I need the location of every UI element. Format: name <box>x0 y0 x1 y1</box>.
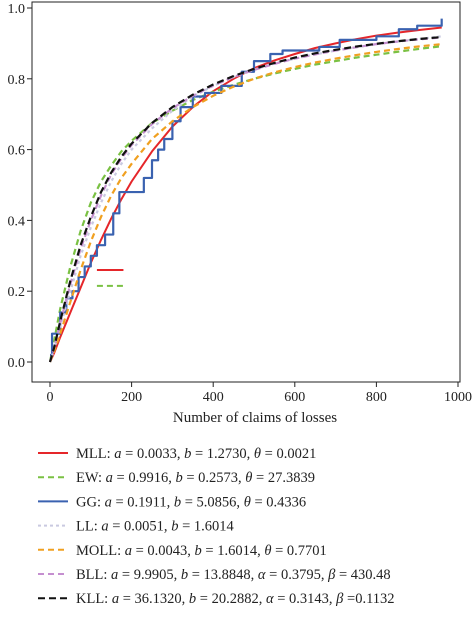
legend-param-value: = 0.2573, <box>183 470 246 486</box>
legend-prefix: GG: <box>76 494 105 510</box>
y-axis: 0.0 0.2 0.4 0.6 0.8 1.0 <box>8 2 32 371</box>
legend-param-value: = 430.48 <box>335 567 390 583</box>
legend-param-value: = 0.4336 <box>251 494 306 510</box>
legend-param-value: = 1.6014, <box>202 543 265 559</box>
legend-param-value: = 0.0021 <box>261 446 316 462</box>
legend-label-mll: MLL: a = 0.0033, b = 1.2730, θ = 0.0021 <box>76 446 316 462</box>
legend-param-value: = 20.2882, <box>196 591 266 607</box>
y-tick-label: 0.4 <box>8 214 26 229</box>
legend-param-symbol: θ <box>264 543 271 559</box>
legend-param-value: =0.1132 <box>343 591 394 607</box>
legend-param-symbol: b <box>181 567 188 583</box>
legend-param-symbol: b <box>195 543 202 559</box>
legend-param-symbol: b <box>171 519 178 535</box>
legend-param-value: = 0.1911, <box>112 494 174 510</box>
legend-param-symbol: α <box>258 567 266 583</box>
legend-param-value: = 0.0043, <box>132 543 195 559</box>
x-tick-label: 200 <box>121 390 142 405</box>
legend: MLL: a = 0.0033, b = 1.2730, θ = 0.0021 E… <box>38 446 395 607</box>
legend-param-value: = 0.7701 <box>271 543 326 559</box>
legend-label-gg: GG: a = 0.1911, b = 5.0856, θ = 0.4336 <box>76 494 306 510</box>
legend-param-value: = 5.0856, <box>181 494 244 510</box>
legend-param-symbol: θ <box>245 470 252 486</box>
legend-param-value: = 1.2730, <box>191 446 254 462</box>
y-tick-label: 0.8 <box>8 73 26 88</box>
y-tick-label: 0.2 <box>8 285 26 300</box>
x-tick-label: 800 <box>366 390 387 405</box>
y-tick-label: 0.6 <box>8 144 26 159</box>
legend-param-symbol: β <box>335 591 344 607</box>
legend-param-symbol: a <box>106 470 113 486</box>
x-axis: 0 200 400 600 800 1000 <box>47 382 472 405</box>
series-line-gg <box>50 18 443 357</box>
legend-param-symbol: a <box>111 567 118 583</box>
legend-param-value: = 9.9905, <box>118 567 181 583</box>
legend-prefix: LL: <box>76 519 101 535</box>
y-tick-label: 1.0 <box>8 2 26 17</box>
y-tick-label: 0.0 <box>8 356 26 371</box>
legend-param-value: = 0.9916, <box>113 470 176 486</box>
legend-param-symbol: β <box>327 567 336 583</box>
series-line-ew <box>48 45 442 363</box>
legend-prefix: EW: <box>76 470 106 486</box>
legend-param-value: = 13.8848, <box>188 567 258 583</box>
legend-param-symbol: b <box>189 591 196 607</box>
legend-param-symbol: a <box>112 591 119 607</box>
legend-prefix: KLL: <box>76 591 112 607</box>
legend-param-symbol: b <box>174 494 181 510</box>
legend-label-ll: LL: a = 0.0051, b = 1.6014 <box>76 519 234 535</box>
legend-param-value: = 0.3795, <box>266 567 329 583</box>
legend-param-symbol: α <box>266 591 274 607</box>
legend-param-symbol: a <box>125 543 132 559</box>
legend-param-symbol: b <box>175 470 182 486</box>
legend-param-value: = 36.1320, <box>119 591 189 607</box>
legend-param-value: = 0.0051, <box>109 519 172 535</box>
x-tick-label: 1000 <box>444 390 472 405</box>
legend-param-symbol: b <box>184 446 191 462</box>
legend-label-ew: EW: a = 0.9916, b = 0.2573, θ = 27.3839 <box>76 470 315 486</box>
legend-label-bll: BLL: a = 9.9905, b = 13.8848, α = 0.3795… <box>76 567 391 583</box>
x-axis-title: Number of claims of losses <box>173 410 337 426</box>
legend-param-symbol: a <box>114 446 121 462</box>
legend-prefix: BLL: <box>76 567 111 583</box>
legend-param-symbol: θ <box>244 494 251 510</box>
series-line-mll <box>49 26 442 363</box>
legend-param-symbol: a <box>105 494 112 510</box>
series-line-moll <box>48 43 442 363</box>
legend-param-symbol: θ <box>254 446 261 462</box>
legend-prefix: MLL: <box>76 446 114 462</box>
plot-frame <box>31 1 461 383</box>
legend-param-value: = 0.3143, <box>274 591 337 607</box>
plot-area <box>31 1 461 383</box>
legend-param-value: = 1.6014 <box>178 519 234 535</box>
legend-prefix: MOLL: <box>76 543 125 559</box>
series-line-kll <box>48 35 442 363</box>
legend-param-value: = 27.3839 <box>252 470 315 486</box>
x-tick-label: 400 <box>203 390 224 405</box>
legend-param-symbol: a <box>101 519 108 535</box>
x-tick-label: 600 <box>284 390 305 405</box>
legend-label-kll: KLL: a = 36.1320, b = 20.2882, α = 0.314… <box>76 591 395 607</box>
x-tick-label: 0 <box>47 390 54 405</box>
legend-param-value: = 0.0033, <box>122 446 185 462</box>
legend-label-moll: MOLL: a = 0.0043, b = 1.6014, θ = 0.7701 <box>76 543 327 559</box>
